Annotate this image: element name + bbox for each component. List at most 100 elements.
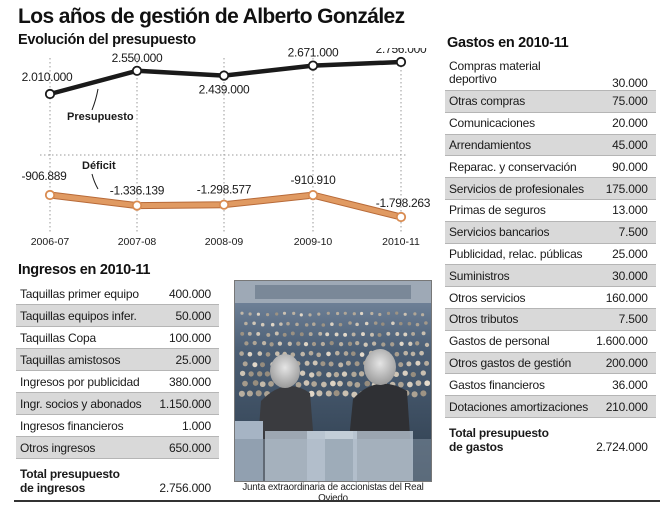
series-label-presupuesto: Presupuesto [67, 111, 134, 123]
expense-row: Compras material deportivo 30.000 [445, 56, 656, 91]
audience-head [399, 321, 403, 326]
income-heading: Ingresos en 2010-11 [18, 262, 151, 278]
income-value: 100.000 [152, 326, 219, 349]
expense-value: 30.000 [592, 264, 656, 288]
expense-value: 20.000 [592, 112, 656, 135]
income-total-value: 2.756.000 [159, 481, 211, 495]
audience-head [252, 340, 257, 346]
audience-head [248, 371, 254, 377]
income-value: 25.000 [152, 348, 219, 371]
audience-head [247, 331, 252, 336]
audience-head [304, 360, 310, 366]
audience-head [325, 332, 330, 337]
audience-head [424, 380, 431, 387]
audience-head [257, 371, 263, 377]
expense-row: Otros tributos 7.500 [445, 308, 656, 331]
series-label-deficit: Déficit [82, 160, 116, 172]
audience-head [381, 342, 386, 347]
audience-head [252, 362, 258, 368]
audience-head [282, 332, 287, 337]
expense-value: 175.000 [592, 177, 656, 200]
expense-row: Servicios bancarios 7.500 [445, 221, 656, 244]
expense-row: Servicios de profesionales 175.000 [445, 177, 656, 200]
audience-head [326, 311, 330, 315]
audience-head [407, 321, 412, 326]
audience-head [312, 322, 316, 326]
expense-row: Dotaciones amortizaciones 210.000 [445, 395, 656, 418]
audience-head [299, 332, 304, 337]
audience-head [419, 350, 424, 356]
audience-head [295, 322, 299, 327]
expense-row: Gastos de personal 1.600.000 [445, 330, 656, 353]
audience-head [350, 351, 356, 357]
audience-head [299, 313, 303, 317]
presupuesto-data-label: 2.671.000 [288, 48, 339, 60]
expense-row: Arrendamientos 45.000 [445, 134, 656, 157]
audience-head [296, 341, 301, 346]
expense-value: 1.600.000 [592, 330, 656, 353]
audience-head [239, 370, 246, 377]
audience-head [415, 341, 420, 346]
expense-row: Otros servicios 160.000 [445, 286, 656, 309]
audience-head [264, 371, 271, 377]
presupuesto-data-label: 2.010.000 [22, 70, 73, 84]
audience-head [311, 341, 317, 347]
expense-total-label-line2: de gastos [449, 439, 504, 454]
photo-illustration [235, 281, 431, 481]
audience-head [354, 361, 360, 367]
bottom-rule [14, 500, 660, 502]
audience-head [311, 381, 317, 387]
chart-heading: Evolución del presupuesto [18, 32, 196, 48]
audience-head [386, 311, 391, 315]
audience-head [424, 360, 430, 366]
x-tick-label: 2009-10 [294, 236, 333, 248]
expense-label: Arrendamientos [445, 134, 593, 157]
audience-head [270, 322, 275, 327]
presupuesto-data-label: 2.439.000 [199, 83, 250, 97]
audience-head [364, 380, 371, 387]
audience-head [346, 380, 353, 387]
expense-label: Servicios bancarios [445, 221, 593, 244]
audience-head [320, 361, 326, 367]
expense-label: Comunicaciones [445, 112, 593, 135]
audience-head [342, 390, 349, 397]
audience-head [292, 311, 296, 315]
audience-head [277, 341, 283, 346]
audience-head [364, 321, 369, 326]
audience-head [333, 371, 340, 378]
audience-head [403, 350, 409, 356]
audience-head [299, 370, 306, 376]
income-label: Ingresos por publicidad [16, 370, 153, 393]
audience-head [358, 371, 365, 377]
expense-row: Gastos financieros 36.000 [445, 373, 656, 397]
audience-head [326, 372, 332, 378]
expense-value: 45.000 [592, 134, 656, 157]
expense-value: 30.000 [592, 56, 656, 91]
x-tick-label: 2007-08 [118, 236, 157, 248]
income-row: Otros ingresos 650.000 [16, 436, 219, 459]
income-label: Taquillas Copa [16, 326, 153, 349]
income-row: Ingr. socios y abonados 1.150.000 [16, 392, 219, 415]
expense-label-line2: deportivo [449, 72, 497, 86]
income-label: Ingr. socios y abonados [16, 392, 153, 415]
audience-head [391, 321, 395, 326]
audience-head [325, 390, 332, 397]
audience-head [386, 331, 391, 336]
audience-head [317, 312, 321, 316]
expense-label: Otros gastos de gestión [445, 352, 593, 375]
audience-head [316, 371, 322, 377]
x-tick-label: 2006-07 [31, 236, 70, 248]
expense-value: 210.000 [592, 395, 656, 418]
audience-head [343, 332, 348, 337]
audience-head [410, 351, 416, 357]
income-total-label-line2: de ingresos [20, 481, 86, 495]
expense-total-value: 2.724.000 [596, 439, 648, 454]
audience-head [244, 341, 249, 346]
income-value: 1.000 [152, 414, 219, 437]
audience-head [424, 342, 430, 348]
deficit-point [307, 190, 319, 201]
deficit-point [131, 200, 143, 211]
audience-head [337, 380, 343, 387]
expense-row: Otros gastos de gestión 200.000 [445, 352, 656, 375]
audience-head [361, 332, 365, 337]
